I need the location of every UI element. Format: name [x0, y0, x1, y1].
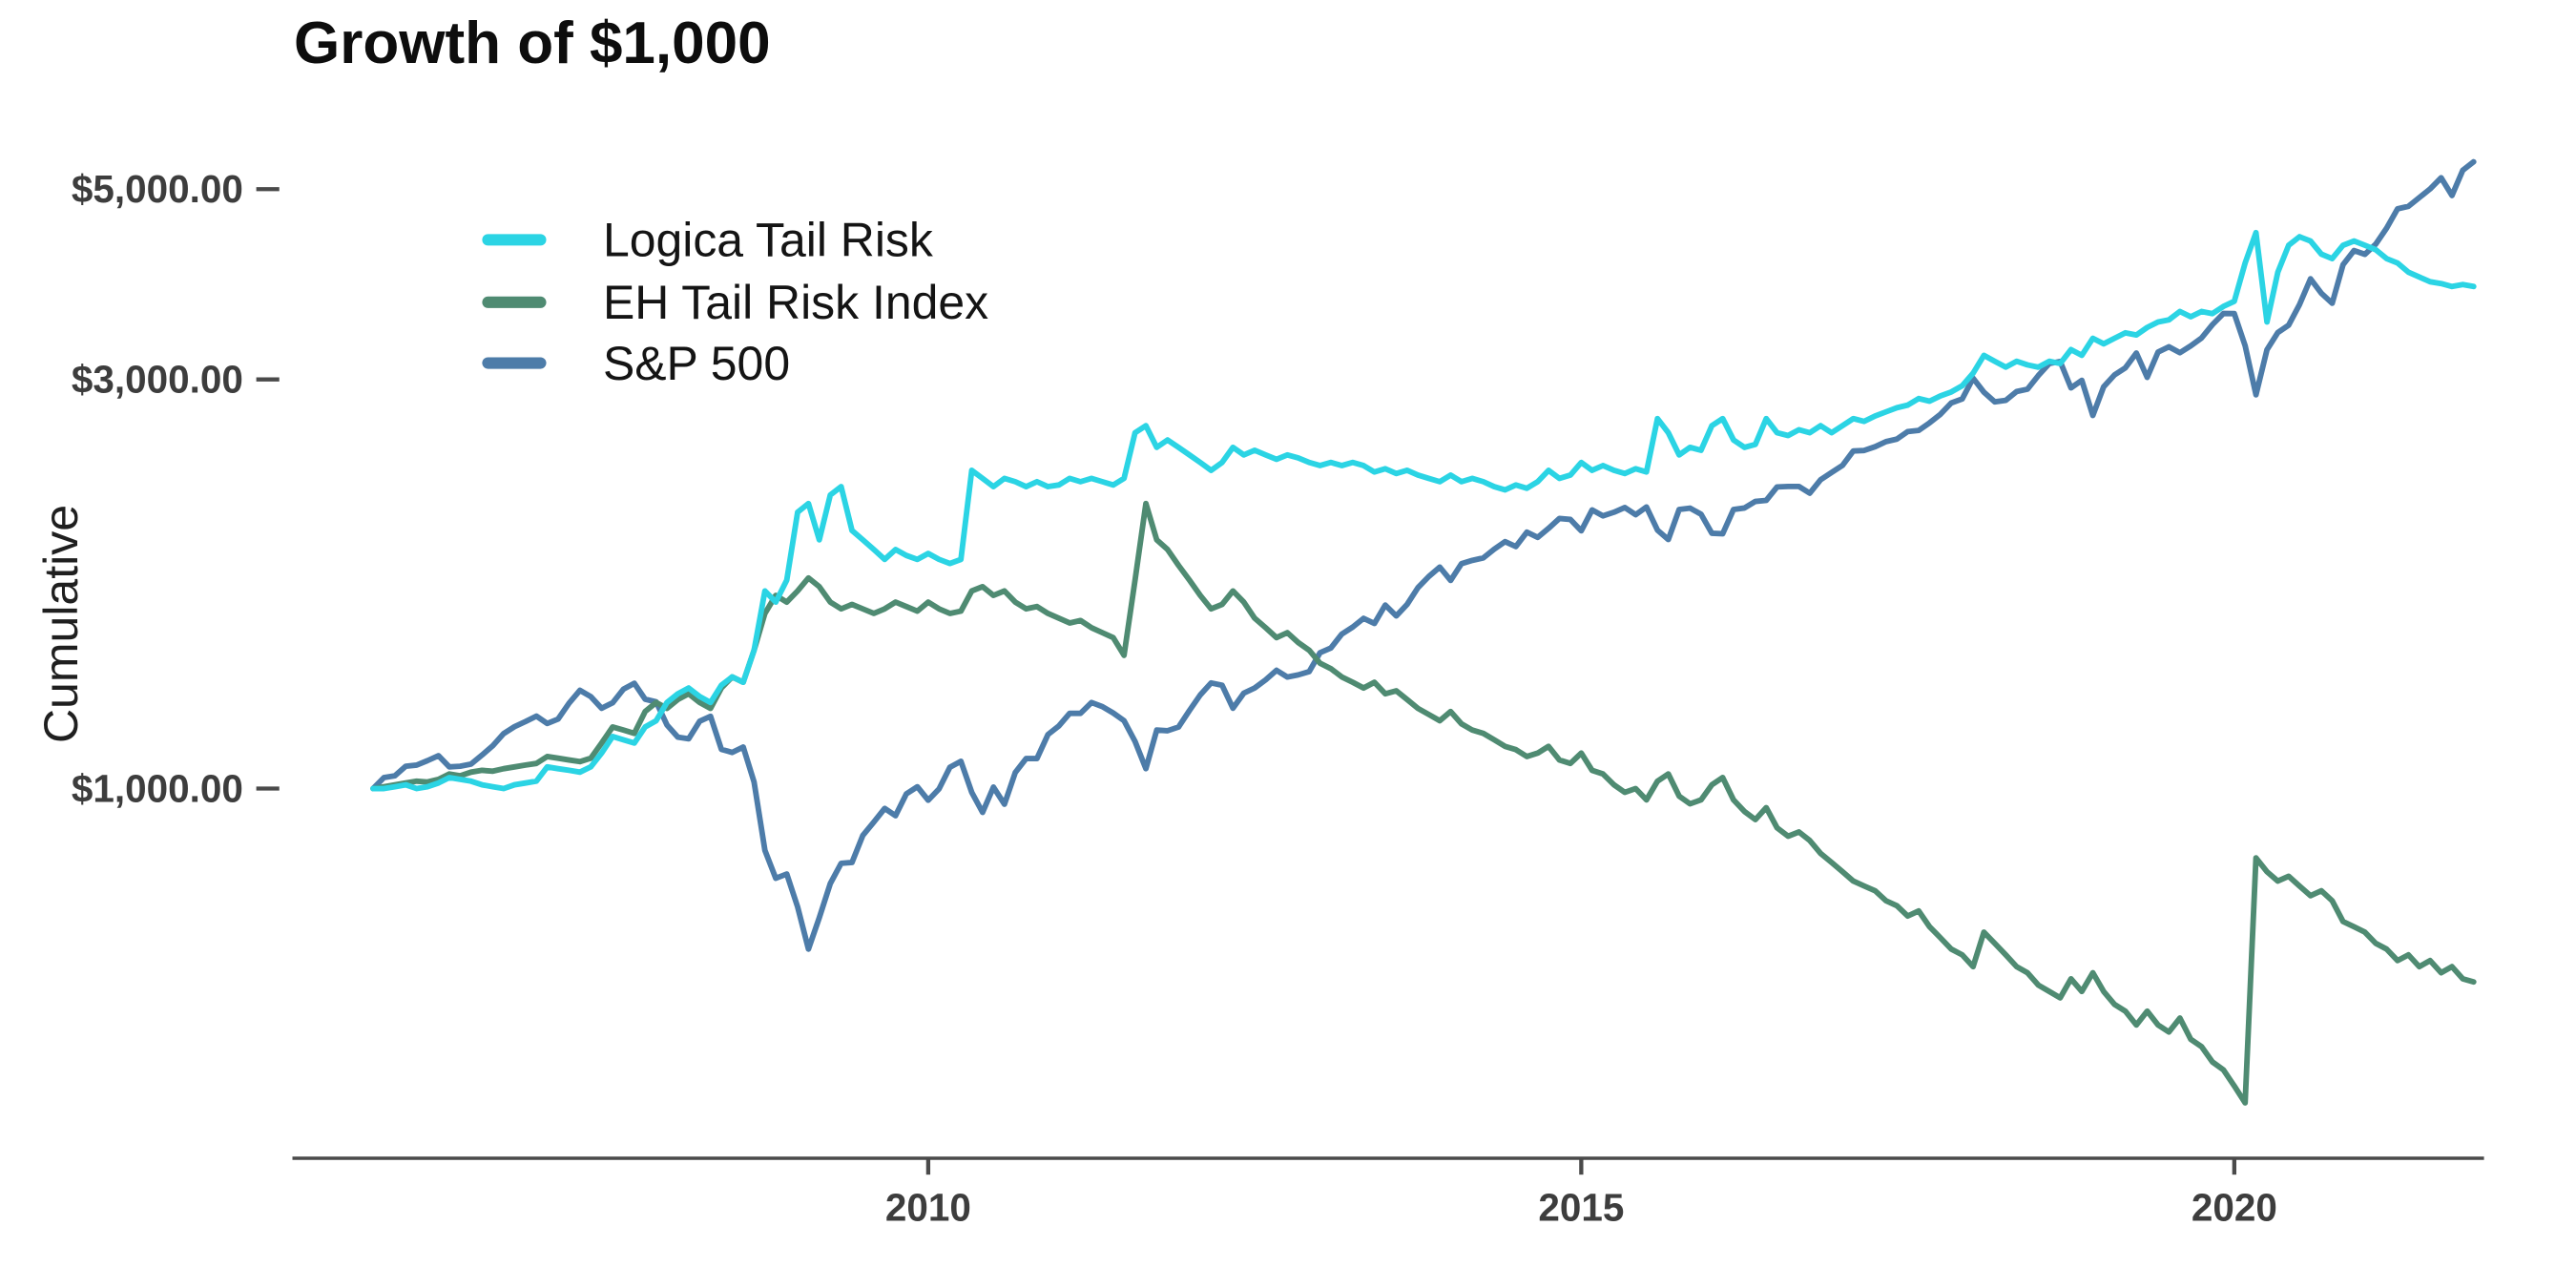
x-tick-label-2010: 2010: [885, 1185, 971, 1229]
series-line-sp-500: [370, 158, 2477, 952]
legend-label-sp-500: S&P 500: [603, 337, 790, 390]
y-tick-label-1000: $1,000.00: [72, 766, 243, 810]
series-line-logica-tail-risk: [370, 229, 2477, 792]
y-tick-label-5000: $5,000.00: [72, 167, 243, 211]
legend-label-eh-tail-risk-index: EH Tail Risk Index: [603, 276, 988, 329]
x-tick-label-2020: 2020: [2192, 1185, 2277, 1229]
chart-title: Growth of $1,000: [294, 10, 771, 76]
series-line-eh-tail-risk-index: [370, 500, 2477, 1106]
x-tick-label-2015: 2015: [1538, 1185, 1624, 1229]
y-tick-label-3000: $3,000.00: [72, 357, 243, 401]
legend-label-logica-tail-risk: Logica Tail Risk: [603, 214, 934, 267]
